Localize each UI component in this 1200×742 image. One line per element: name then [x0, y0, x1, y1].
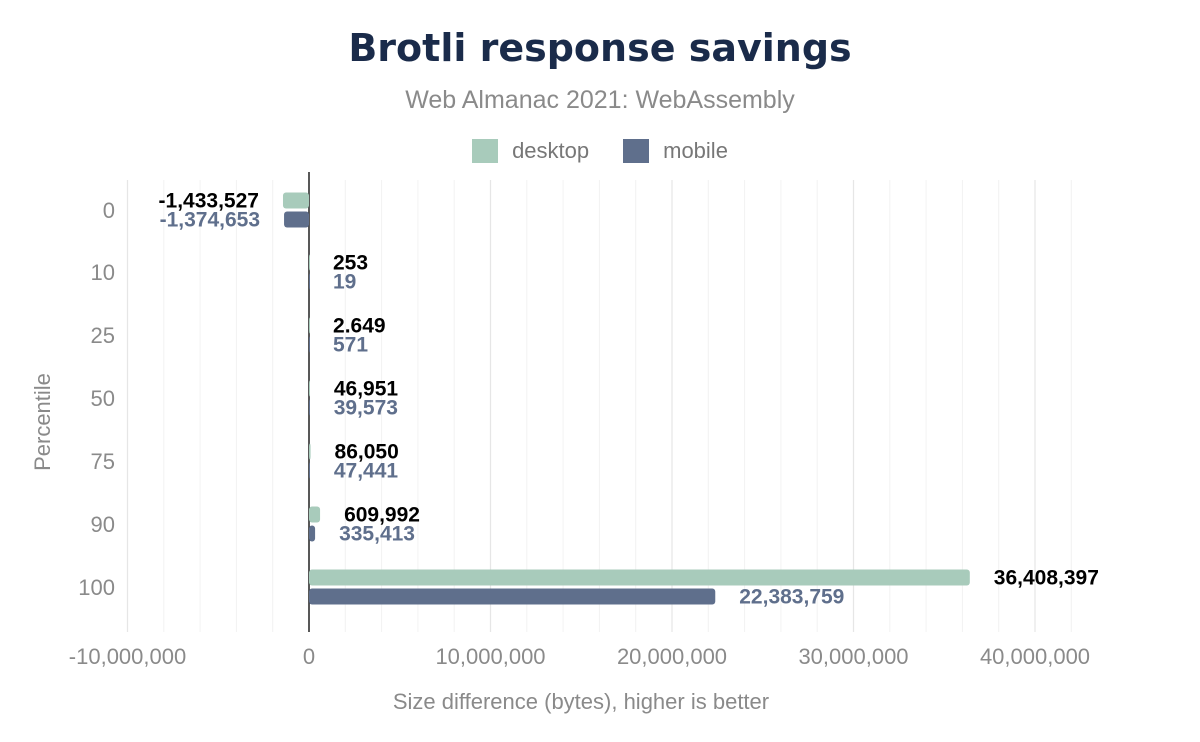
legend-swatch-mobile — [623, 139, 650, 163]
x-tick-label: 20,000,000 — [617, 644, 727, 669]
x-axis-title: Size difference (bytes), higher is bette… — [393, 689, 769, 714]
bar-desktop — [309, 506, 321, 523]
data-label-desktop: 2.649 — [333, 315, 386, 338]
legend-item-desktop: desktop — [472, 138, 589, 164]
y-axis-title: Percentile — [30, 373, 55, 471]
legend-item-mobile: mobile — [623, 138, 728, 164]
y-tick-label: 0 — [103, 198, 115, 223]
data-label-desktop: -1,433,527 — [159, 190, 259, 213]
x-tick-label: -10,000,000 — [69, 644, 186, 669]
bar-mobile — [309, 525, 316, 542]
data-label-mobile: 22,383,759 — [739, 586, 844, 609]
bar-desktop — [309, 443, 311, 460]
y-tick-label: 90 — [91, 512, 115, 537]
data-label-mobile: 47,441 — [334, 460, 399, 483]
data-label-desktop: 36,408,397 — [994, 567, 1099, 590]
y-tick-label: 75 — [91, 449, 115, 474]
y-tick-label: 10 — [91, 260, 115, 285]
y-tick-label: 100 — [78, 575, 115, 600]
x-tick-label: 0 — [303, 644, 315, 669]
bar-desktop — [309, 254, 310, 271]
data-label-desktop: 609,992 — [344, 504, 420, 527]
legend-swatch-desktop — [472, 139, 499, 163]
bar-mobile — [309, 462, 310, 479]
chart-title: Brotli response savings — [348, 26, 852, 70]
y-tick-label: 50 — [91, 386, 115, 411]
bar-desktop — [309, 380, 310, 397]
data-label-mobile: 571 — [333, 334, 368, 357]
bar-mobile — [309, 399, 310, 416]
data-label-desktop: 86,050 — [335, 441, 399, 464]
x-tick-label: 10,000,000 — [435, 644, 545, 669]
x-tick-label: 30,000,000 — [798, 644, 908, 669]
bar-mobile — [309, 588, 716, 605]
legend: desktop mobile — [0, 138, 1200, 164]
bar-mobile — [309, 273, 310, 290]
bar-desktop — [282, 192, 309, 209]
data-label-desktop: 253 — [333, 252, 368, 275]
bar-desktop — [309, 569, 970, 586]
data-label-mobile: 335,413 — [339, 523, 415, 546]
data-label-desktop: 46,951 — [334, 378, 399, 401]
data-label-mobile: -1,374,653 — [160, 209, 260, 232]
chart-subtitle: Web Almanac 2021: WebAssembly — [405, 86, 795, 114]
data-label-mobile: 39,573 — [334, 397, 398, 420]
legend-label-mobile: mobile — [663, 138, 728, 163]
legend-label-desktop: desktop — [512, 138, 590, 163]
data-label-mobile: 19 — [333, 271, 356, 294]
x-tick-label: 40,000,000 — [980, 644, 1090, 669]
bar-mobile — [284, 211, 309, 228]
bar-desktop — [309, 317, 310, 334]
bar-mobile — [309, 336, 310, 353]
y-tick-label: 25 — [91, 323, 115, 348]
